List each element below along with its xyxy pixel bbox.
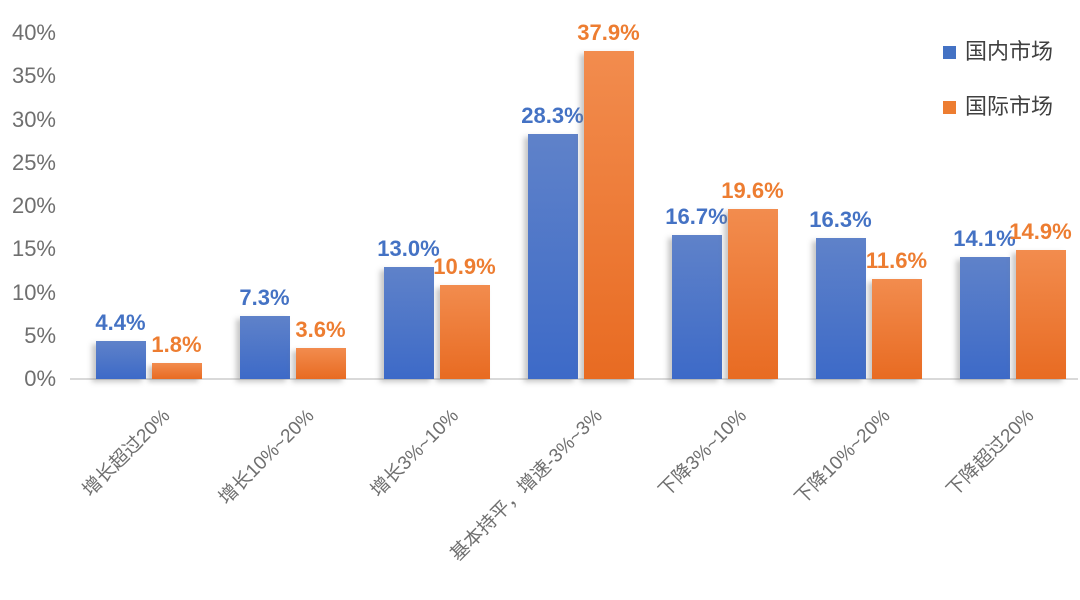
x-category-label-0: 增长超过20% (79, 405, 175, 502)
x-category-label-4: 下降3%~10% (655, 405, 751, 502)
legend: 国内市场 国际市场 (943, 38, 1053, 148)
bar-label-domestic-6: 14.1% (953, 226, 1016, 252)
bar-domestic-3 (527, 134, 578, 379)
bar-international-6 (1015, 250, 1066, 379)
bar-international-0 (151, 363, 202, 379)
y-tick-label-40: 40% (11, 20, 56, 45)
bar-domestic-0 (95, 340, 146, 379)
legend-item-domestic: 国内市场 (943, 38, 1053, 66)
bar-domestic-2 (383, 266, 434, 379)
y-tick-label-30: 30% (11, 106, 56, 132)
x-category-label-3: 基本持平，增速-3%~3% (446, 405, 607, 566)
legend-label-domestic: 国内市场 (965, 39, 1054, 64)
bar-international-3 (583, 51, 634, 379)
bar-label-domestic-1: 7.3% (239, 284, 290, 310)
y-tick-label-35: 35% (11, 63, 56, 89)
bar-domestic-4 (671, 234, 722, 379)
legend-swatch-international-icon (943, 100, 956, 114)
bar-label-domestic-0: 4.4% (95, 309, 146, 335)
bar-domestic-1 (239, 315, 290, 379)
y-tick-label-10: 10% (11, 279, 56, 305)
bar-label-domestic-2: 13.0% (377, 235, 440, 261)
bar-label-international-0: 1.8% (151, 332, 202, 358)
y-tick-label-0: 0% (24, 366, 56, 391)
x-category-label-1: 增长10%~20% (215, 405, 319, 509)
bar-label-international-3: 37.9% (577, 20, 640, 46)
legend-swatch-domestic-icon (943, 45, 956, 59)
bar-international-2 (439, 284, 490, 379)
y-tick-label-20: 20% (11, 193, 56, 218)
x-category-label-2: 增长3%~10% (367, 405, 463, 502)
legend-label-international: 国际市场 (965, 94, 1054, 119)
x-category-label-5: 下降10%~20% (791, 405, 895, 509)
bar-international-1 (295, 347, 346, 379)
x-axis-line (70, 378, 1078, 380)
bar-domestic-5 (815, 238, 866, 379)
bar-domestic-6 (959, 257, 1010, 379)
y-tick-label-5: 5% (24, 322, 56, 348)
bar-label-domestic-4: 16.7% (665, 203, 728, 229)
y-tick-label-25: 25% (11, 149, 56, 175)
bar-label-domestic-3: 28.3% (521, 103, 584, 129)
x-category-label-6: 下降超过20% (943, 405, 1039, 502)
bar-international-5 (871, 278, 922, 379)
y-tick-label-15: 15% (11, 236, 56, 262)
bar-label-domestic-5: 16.3% (809, 207, 872, 232)
bar-label-international-1: 3.6% (295, 316, 346, 342)
bar-label-international-6: 14.9% (1009, 219, 1072, 245)
bar-international-4 (727, 209, 778, 379)
bar-label-international-4: 19.6% (721, 178, 784, 204)
legend-item-international: 国际市场 (943, 93, 1053, 121)
bar-label-international-5: 11.6% (865, 247, 928, 273)
bar-label-international-2: 10.9% (433, 253, 496, 279)
